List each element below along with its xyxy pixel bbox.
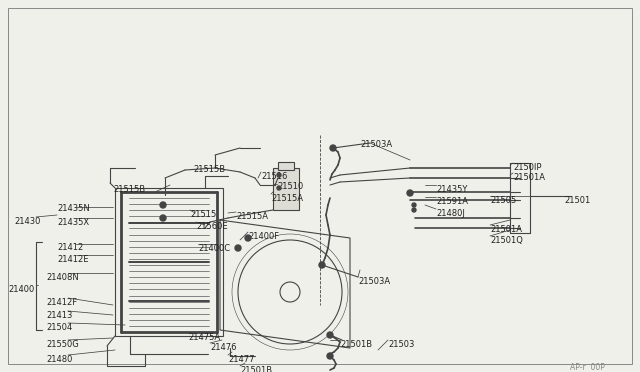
Text: 21476: 21476 bbox=[210, 343, 237, 352]
Text: 21501B: 21501B bbox=[340, 340, 372, 349]
Text: 21504: 21504 bbox=[46, 323, 72, 332]
Text: 21430: 21430 bbox=[14, 217, 40, 226]
Text: 21503: 21503 bbox=[388, 340, 414, 349]
Bar bbox=[121, 192, 217, 332]
Circle shape bbox=[277, 186, 281, 190]
Text: 21505: 21505 bbox=[490, 196, 516, 205]
Text: 21480J: 21480J bbox=[436, 209, 465, 218]
Text: 21515: 21515 bbox=[190, 210, 216, 219]
Text: 21400C: 21400C bbox=[198, 244, 230, 253]
Text: 21435N: 21435N bbox=[57, 204, 90, 213]
Text: 21501: 21501 bbox=[564, 196, 590, 205]
Text: 21515B: 21515B bbox=[113, 185, 145, 194]
Text: 21475A: 21475A bbox=[188, 333, 220, 342]
Bar bbox=[273, 168, 299, 210]
Text: 21503A: 21503A bbox=[358, 277, 390, 286]
Circle shape bbox=[327, 332, 333, 338]
Text: 21515A: 21515A bbox=[236, 212, 268, 221]
Text: 21501A: 21501A bbox=[490, 225, 522, 234]
Text: 21550G: 21550G bbox=[46, 340, 79, 349]
Text: 21501A: 21501A bbox=[513, 173, 545, 182]
Circle shape bbox=[327, 353, 333, 359]
Circle shape bbox=[407, 190, 413, 196]
Text: 21516: 21516 bbox=[261, 172, 287, 181]
Text: 21515B: 21515B bbox=[193, 165, 225, 174]
Text: 21400: 21400 bbox=[8, 285, 35, 294]
Text: 21480: 21480 bbox=[46, 355, 72, 364]
Circle shape bbox=[319, 262, 325, 268]
Text: 21503A: 21503A bbox=[360, 140, 392, 149]
Text: 21501Q: 21501Q bbox=[490, 236, 523, 245]
Text: AP-r  00P: AP-r 00P bbox=[570, 363, 605, 372]
Circle shape bbox=[277, 173, 281, 177]
Text: 21515A: 21515A bbox=[271, 194, 303, 203]
Text: 21400F: 21400F bbox=[248, 232, 279, 241]
Text: 21477: 21477 bbox=[228, 355, 255, 364]
Text: 21413: 21413 bbox=[46, 311, 72, 320]
Text: 21560E: 21560E bbox=[196, 222, 228, 231]
Circle shape bbox=[330, 145, 336, 151]
Circle shape bbox=[160, 202, 166, 208]
Text: 21408N: 21408N bbox=[46, 273, 79, 282]
Circle shape bbox=[245, 235, 251, 241]
Text: 21435X: 21435X bbox=[57, 218, 89, 227]
Bar bbox=[278, 162, 294, 170]
Text: 21435Y: 21435Y bbox=[436, 185, 467, 194]
Circle shape bbox=[235, 245, 241, 251]
Circle shape bbox=[412, 208, 416, 212]
Text: 21501B: 21501B bbox=[240, 366, 272, 372]
Text: 21412: 21412 bbox=[57, 243, 83, 252]
Text: 21510: 21510 bbox=[277, 182, 303, 191]
Text: 21412F: 21412F bbox=[46, 298, 77, 307]
Bar bbox=[115, 188, 223, 336]
Text: 21412E: 21412E bbox=[57, 255, 88, 264]
Circle shape bbox=[160, 215, 166, 221]
Text: 2150lP: 2150lP bbox=[513, 163, 541, 172]
Text: 21591A: 21591A bbox=[436, 197, 468, 206]
Circle shape bbox=[412, 203, 416, 207]
